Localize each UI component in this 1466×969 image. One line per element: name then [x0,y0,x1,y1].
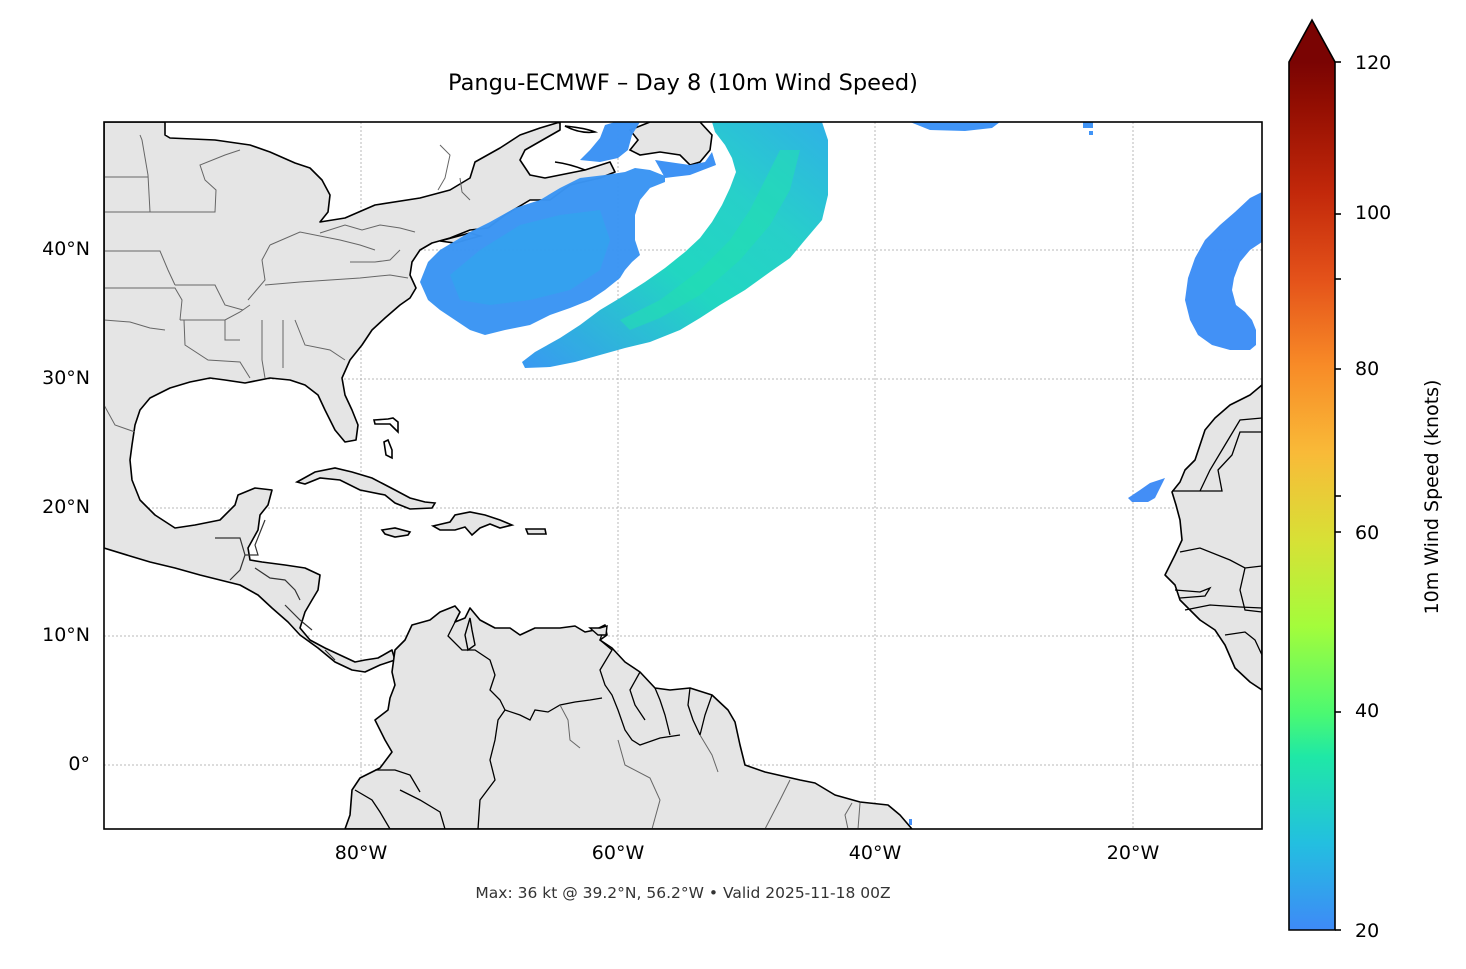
colorbar-label: 10m Wind Speed (knots) [1421,379,1443,615]
state-borders [104,134,471,433]
land-south-america [344,605,913,829]
colorbar [1288,18,1341,931]
y-tick-30n: 30°N [42,367,90,389]
colorbar-tick-40: 40 [1355,700,1380,722]
x-tick-40w: 40°W [848,842,902,864]
map-area [104,122,1262,829]
colorbar-tick-60: 60 [1355,522,1380,544]
colorbar-tick-120: 120 [1355,52,1392,74]
y-tick-0: 0° [68,753,90,775]
colorbar-tick-100: 100 [1355,202,1392,224]
gridlines [104,122,1262,829]
y-tick-20n: 20°N [42,496,90,518]
wind-speed-field [420,122,1262,825]
x-tick-60w: 60°W [591,842,645,864]
footer-caption: Max: 36 kt @ 39.2°N, 56.2°W • Valid 2025… [475,884,891,902]
chart-title: Pangu-ECMWF – Day 8 (10m Wind Speed) [448,70,918,96]
y-tick-40n: 40°N [42,238,90,260]
land-africa [1164,384,1262,691]
x-tick-20w: 20°W [1106,842,1160,864]
colorbar-tick-80: 80 [1355,358,1380,380]
axes-frame [103,121,1263,830]
y-tick-10n: 10°N [42,624,90,646]
land-north-america [104,122,713,673]
x-tick-80w: 80°W [334,842,388,864]
colorbar-tick-20: 20 [1355,920,1380,942]
